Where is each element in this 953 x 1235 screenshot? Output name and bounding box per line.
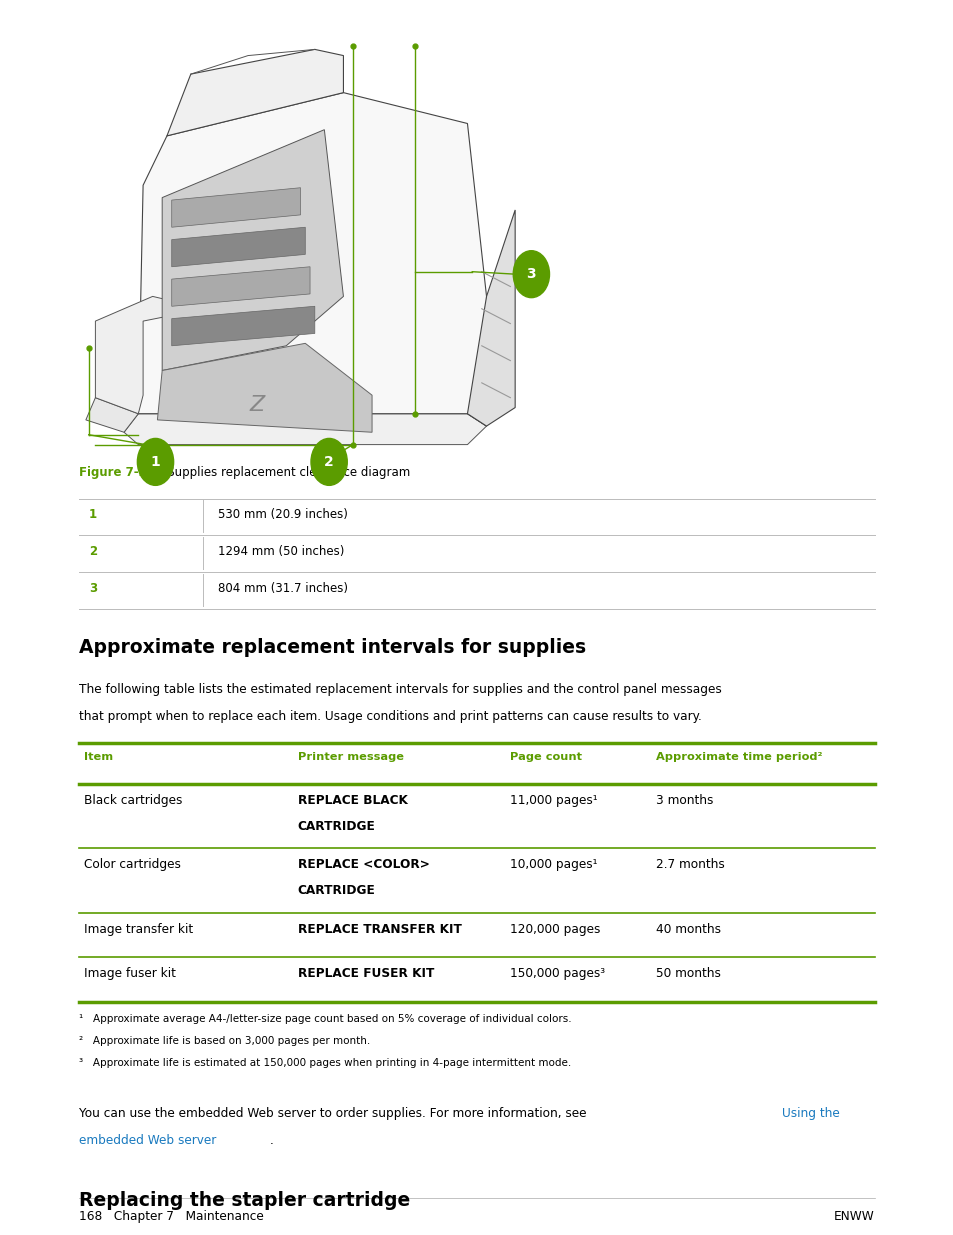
Polygon shape <box>467 210 515 426</box>
Text: Using the: Using the <box>781 1107 840 1120</box>
Text: Supplies replacement clearance diagram: Supplies replacement clearance diagram <box>155 466 410 479</box>
Text: Z: Z <box>250 395 265 415</box>
Text: .: . <box>270 1134 274 1147</box>
Text: 2: 2 <box>89 545 97 558</box>
Text: 40 months: 40 months <box>656 923 720 936</box>
Text: that prompt when to replace each item. Usage conditions and print patterns can c: that prompt when to replace each item. U… <box>79 710 701 724</box>
Polygon shape <box>138 93 486 426</box>
Text: The following table lists the estimated replacement intervals for supplies and t: The following table lists the estimated … <box>79 683 721 697</box>
Text: 1: 1 <box>151 454 160 469</box>
Text: 530 mm (20.9 inches): 530 mm (20.9 inches) <box>217 508 347 521</box>
Text: 3: 3 <box>89 582 97 595</box>
Text: 2: 2 <box>324 454 334 469</box>
Text: Replacing the stapler cartridge: Replacing the stapler cartridge <box>79 1191 410 1209</box>
Text: Approximate replacement intervals for supplies: Approximate replacement intervals for su… <box>79 638 586 657</box>
Polygon shape <box>86 398 138 432</box>
Text: REPLACE BLACK: REPLACE BLACK <box>297 794 407 808</box>
Text: 50 months: 50 months <box>656 967 720 981</box>
Text: CARTRIDGE: CARTRIDGE <box>297 820 375 834</box>
Text: Printer message: Printer message <box>297 752 403 762</box>
Text: 1294 mm (50 inches): 1294 mm (50 inches) <box>217 545 343 558</box>
Polygon shape <box>167 49 343 136</box>
Polygon shape <box>157 343 372 432</box>
Text: ¹   Approximate average A4-/letter-size page count based on 5% coverage of indiv: ¹ Approximate average A4-/letter-size pa… <box>79 1014 571 1024</box>
Polygon shape <box>95 296 205 414</box>
Polygon shape <box>172 306 314 346</box>
Polygon shape <box>162 130 343 370</box>
Text: 168   Chapter 7   Maintenance: 168 Chapter 7 Maintenance <box>79 1210 264 1224</box>
Text: 120,000 pages: 120,000 pages <box>510 923 600 936</box>
Circle shape <box>311 438 347 485</box>
Polygon shape <box>172 188 300 227</box>
Text: REPLACE TRANSFER KIT: REPLACE TRANSFER KIT <box>297 923 461 936</box>
Text: 1: 1 <box>89 508 97 521</box>
Text: ENWW: ENWW <box>833 1210 874 1224</box>
Text: You can use the embedded Web server to order supplies. For more information, see: You can use the embedded Web server to o… <box>79 1107 590 1120</box>
Text: 11,000 pages¹: 11,000 pages¹ <box>510 794 598 808</box>
Text: Item: Item <box>84 752 113 762</box>
Text: 3: 3 <box>526 267 536 282</box>
Text: Image fuser kit: Image fuser kit <box>84 967 175 981</box>
Text: 2.7 months: 2.7 months <box>656 858 724 872</box>
Text: ³   Approximate life is estimated at 150,000 pages when printing in 4-page inter: ³ Approximate life is estimated at 150,0… <box>79 1058 571 1068</box>
Text: ²   Approximate life is based on 3,000 pages per month.: ² Approximate life is based on 3,000 pag… <box>79 1036 370 1046</box>
Text: 10,000 pages¹: 10,000 pages¹ <box>510 858 598 872</box>
Text: REPLACE FUSER KIT: REPLACE FUSER KIT <box>297 967 434 981</box>
Text: 804 mm (31.7 inches): 804 mm (31.7 inches) <box>217 582 347 595</box>
Circle shape <box>513 251 549 298</box>
Text: 3 months: 3 months <box>656 794 713 808</box>
Text: 150,000 pages³: 150,000 pages³ <box>510 967 605 981</box>
Bar <box>95 37 667 451</box>
Text: CARTRIDGE: CARTRIDGE <box>297 884 375 898</box>
Polygon shape <box>124 414 486 445</box>
Text: embedded Web server: embedded Web server <box>79 1134 216 1147</box>
Text: Black cartridges: Black cartridges <box>84 794 182 808</box>
Circle shape <box>137 438 173 485</box>
Text: Approximate time period²: Approximate time period² <box>656 752 822 762</box>
Text: REPLACE <COLOR>: REPLACE <COLOR> <box>297 858 429 872</box>
Polygon shape <box>172 267 310 306</box>
Text: Image transfer kit: Image transfer kit <box>84 923 193 936</box>
Text: Figure 7-2: Figure 7-2 <box>79 466 147 479</box>
Text: Color cartridges: Color cartridges <box>84 858 181 872</box>
Polygon shape <box>172 227 305 267</box>
Text: Page count: Page count <box>510 752 581 762</box>
